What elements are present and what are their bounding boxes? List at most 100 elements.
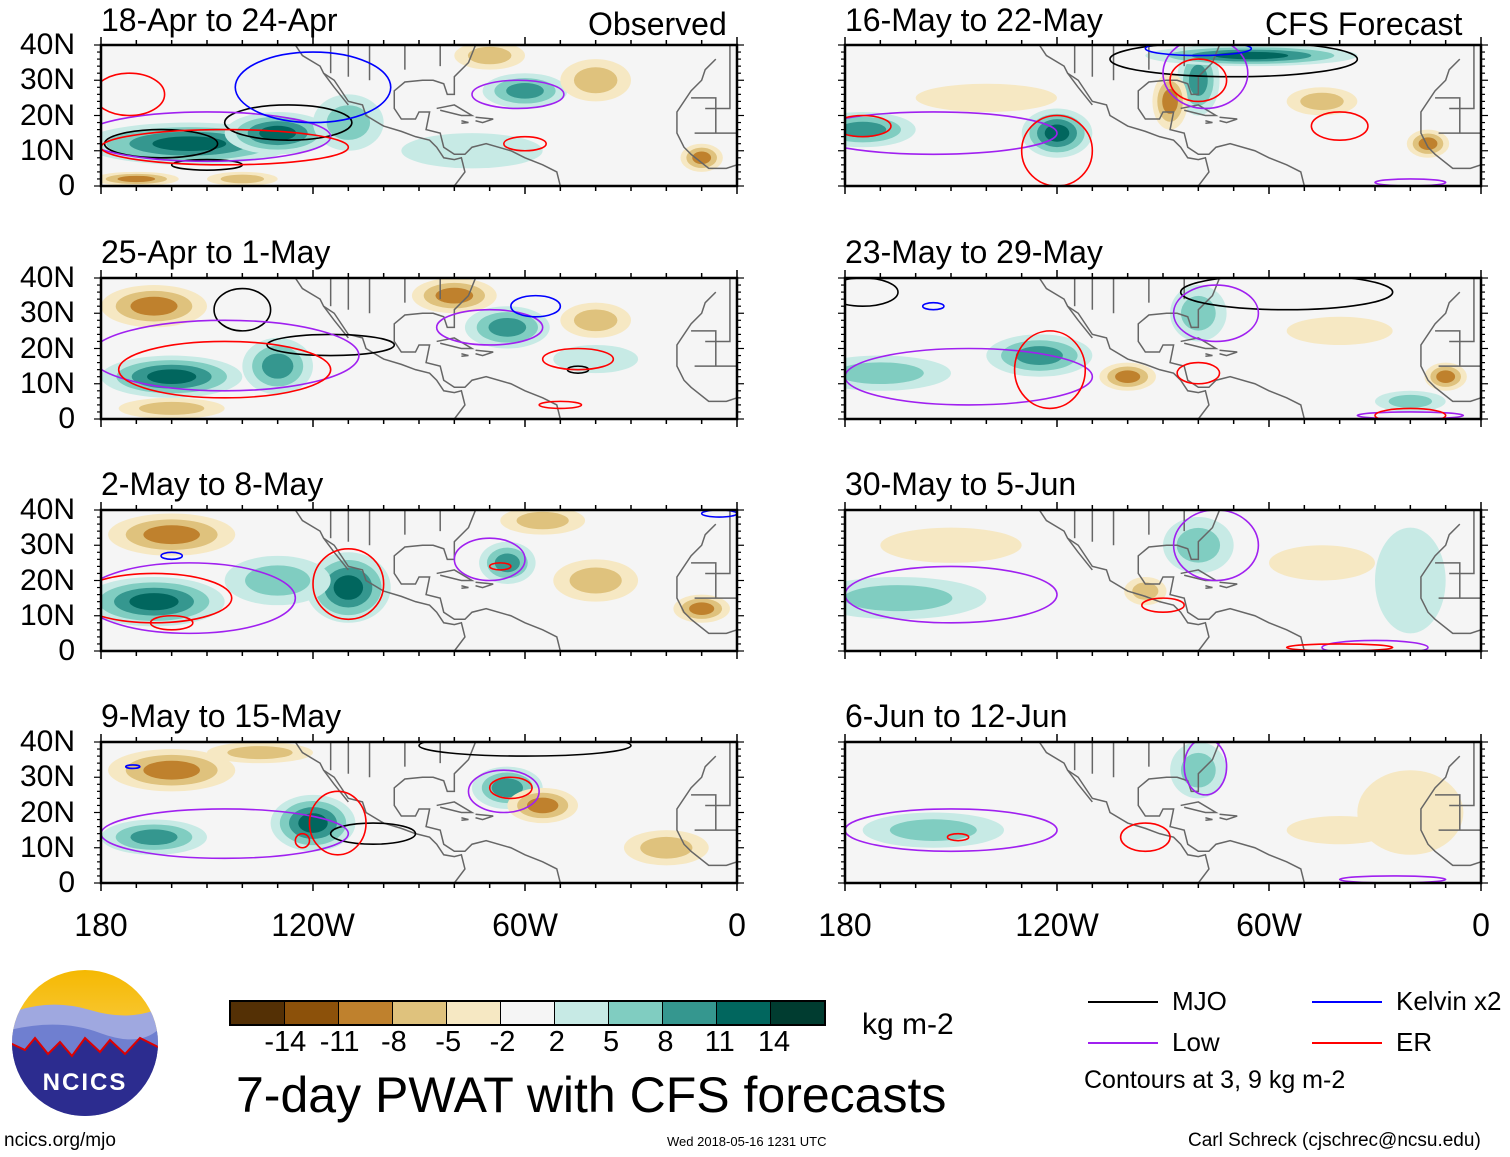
coastline <box>1219 813 1238 821</box>
coastline <box>323 305 349 339</box>
colorbar-bin <box>339 1002 393 1024</box>
pwat-anomaly-fill <box>1418 137 1438 150</box>
coastline <box>393 45 562 186</box>
y-tick-label: 20N <box>19 795 75 829</box>
panel-title: 9-May to 15-May <box>101 698 342 734</box>
legend-line <box>1312 1042 1382 1044</box>
pwat-anomaly-fill <box>573 309 618 332</box>
coastline <box>323 72 349 106</box>
coastline <box>1435 97 1461 134</box>
pwat-anomaly-fill <box>220 174 265 184</box>
legend-line <box>1312 1001 1382 1003</box>
map-panel <box>838 270 1488 427</box>
colorbar <box>229 1000 826 1026</box>
legend-label: ER <box>1396 1027 1433 1057</box>
coastline <box>461 120 469 125</box>
coastline <box>691 97 717 134</box>
low-contour <box>453 537 526 582</box>
pwat-anomaly-fill <box>401 133 543 169</box>
pwat-anomaly-fill <box>845 362 924 385</box>
er-contour <box>1169 58 1228 103</box>
colorbar-bin <box>501 1002 555 1024</box>
y-tick-label: 0 <box>58 634 75 667</box>
legend-label: Low <box>1172 1027 1220 1057</box>
coastline <box>1067 72 1093 106</box>
site-link[interactable]: ncics.org/mjo <box>4 1130 116 1151</box>
x-tick-label: 120W <box>1015 907 1099 943</box>
legend-line <box>1088 1042 1158 1044</box>
coastline <box>475 581 494 589</box>
er-contour <box>488 776 533 800</box>
pwat-anomaly-fill <box>259 125 297 141</box>
coastline <box>393 278 562 419</box>
coastline <box>705 510 731 575</box>
colorbar-tick-label: 2 <box>548 1026 565 1058</box>
colorbar-bin <box>609 1002 663 1024</box>
pwat-anomaly-fill <box>1300 92 1344 111</box>
pwat-anomaly-fill <box>326 105 371 140</box>
coastline <box>1205 585 1213 590</box>
map-panel <box>94 502 744 659</box>
pwat-anomaly-fill <box>1015 346 1063 365</box>
pwat-anomaly-fill <box>1132 582 1159 600</box>
colorbar-bin <box>717 1002 771 1024</box>
coastline <box>393 742 562 883</box>
units-label: kg m-2 <box>862 1008 954 1041</box>
coastline <box>1137 742 1306 883</box>
kelvin-contour <box>510 294 562 318</box>
pwat-anomaly-fill <box>506 82 544 99</box>
contour-note: Contours at 3, 9 kg m-2 <box>1084 1066 1346 1094</box>
pwat-anomaly-fill <box>1115 370 1141 383</box>
pwat-anomaly-fill <box>1162 88 1178 114</box>
x-tick-label: 180 <box>74 907 128 943</box>
pwat-anomaly-fill <box>1375 527 1446 634</box>
pwat-anomaly-fill <box>130 829 178 846</box>
y-tick-label: 40N <box>19 725 75 758</box>
er-contour <box>488 562 512 571</box>
coastline <box>691 794 717 831</box>
low-contour <box>101 111 332 163</box>
coastline <box>691 562 717 599</box>
coastline <box>1180 337 1219 350</box>
pwat-anomaly-fill <box>880 527 1022 563</box>
kelvin-contour <box>234 51 392 124</box>
author-credit: Carl Schreck (cjschrec@ncsu.edu) <box>1188 1130 1481 1151</box>
colorbar-bin <box>771 1002 824 1024</box>
y-tick-label: 0 <box>58 169 75 202</box>
pwat-anomaly-fill <box>143 760 200 780</box>
coastline <box>1435 330 1461 367</box>
coastline <box>1137 510 1306 651</box>
pwat-anomaly-fill <box>494 553 520 573</box>
coastline <box>676 291 737 403</box>
y-tick-label: 40N <box>19 493 75 526</box>
low-contour <box>845 111 1058 156</box>
coastline <box>1435 794 1461 831</box>
colorbar-bin <box>555 1002 609 1024</box>
coastline <box>475 116 494 124</box>
coastline <box>461 353 469 358</box>
coastline <box>1420 291 1481 403</box>
coastline <box>1137 45 1306 186</box>
observed-label: Observed <box>588 6 727 42</box>
y-tick-label: 30N <box>19 760 75 794</box>
coastline <box>1067 305 1093 339</box>
pwat-anomaly-fill <box>333 575 364 600</box>
panel-title: 18-Apr to 24-Apr <box>101 2 338 38</box>
x-tick-label: 60W <box>492 907 558 943</box>
er-contour <box>294 832 311 849</box>
coastline <box>1038 742 1210 883</box>
x-tick-label: 0 <box>728 907 746 943</box>
coastline <box>1420 523 1481 635</box>
er-contour <box>1119 822 1171 853</box>
coastline <box>436 801 475 814</box>
coastline <box>1219 349 1238 357</box>
pwat-anomaly-fill <box>526 797 559 814</box>
coastline <box>1449 742 1475 807</box>
x-tick-label: 0 <box>1472 907 1490 943</box>
pwat-anomaly-fill <box>147 369 197 385</box>
y-tick-label: 10N <box>19 598 75 632</box>
coastline <box>294 510 466 651</box>
er-contour <box>1310 111 1369 141</box>
y-tick-label: 0 <box>58 402 75 435</box>
low-contour <box>1172 284 1260 343</box>
